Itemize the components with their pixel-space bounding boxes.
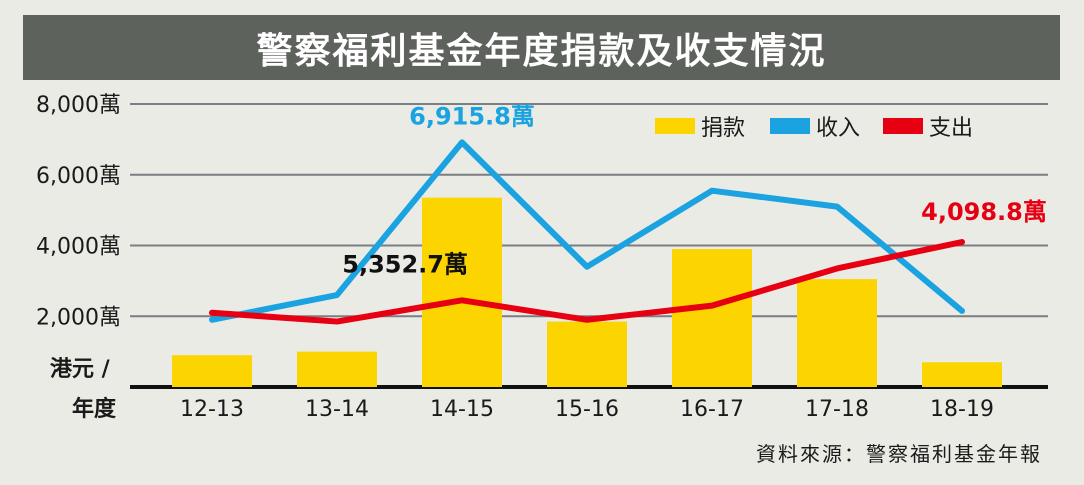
y-tick-label: 8,000萬 [36, 93, 121, 118]
x-tick-label: 17-18 [805, 397, 869, 422]
legend-income-swatch [770, 118, 810, 134]
source-note: 資料來源：警察福利基金年報 [756, 442, 1042, 466]
x-tick-label: 15-16 [555, 397, 619, 422]
legend-donation-swatch [655, 118, 695, 134]
legend-income-label: 收入 [816, 116, 860, 141]
x-tick-label: 13-14 [305, 397, 369, 422]
donation-bar [547, 321, 627, 387]
y-unit-label-line1: 港元 / [50, 357, 111, 382]
callout-收入: 6,915.8萬 [409, 102, 535, 130]
donation-bar [797, 279, 877, 387]
y-unit-label-line2: 年度 [72, 396, 117, 422]
callout-支出: 4,098.8萬 [921, 198, 1047, 226]
x-tick-label: 18-19 [930, 397, 994, 422]
axis-labels: 2,000萬 4,000萬 6,000萬 8,000萬 12-13 13-14 14-15 1… [36, 93, 994, 422]
donation-bar [422, 197, 502, 387]
callout-捐款: 5,352.7萬 [342, 251, 468, 279]
x-tick-label: 12-13 [180, 397, 244, 422]
legend-expense-swatch [883, 118, 923, 134]
x-tick-label: 14-15 [430, 397, 494, 422]
legend: 捐款 收入 支出 [655, 116, 973, 141]
donation-bar [297, 351, 377, 387]
series-lines [209, 139, 965, 325]
legend-donation-label: 捐款 [701, 116, 745, 141]
donation-bar [172, 355, 252, 387]
income-line [209, 139, 965, 323]
chart-title-bar: 警察福利基金年度捐款及收支情況 [23, 15, 1060, 80]
donation-bar [672, 249, 752, 387]
y-tick-label: 6,000萬 [36, 164, 121, 189]
donation-bar [922, 362, 1002, 387]
callouts: 6,915.8萬 5,352.7萬 4,098.8萬 [342, 102, 1047, 278]
legend-expense-label: 支出 [929, 116, 973, 141]
donation-bars [172, 197, 1002, 387]
chart-title: 警察福利基金年度捐款及收支情況 [256, 30, 827, 72]
expense-line [209, 239, 965, 325]
x-tick-label: 16-17 [680, 397, 744, 422]
y-tick-label: 4,000萬 [36, 235, 121, 260]
y-tick-label: 2,000萬 [36, 305, 121, 330]
